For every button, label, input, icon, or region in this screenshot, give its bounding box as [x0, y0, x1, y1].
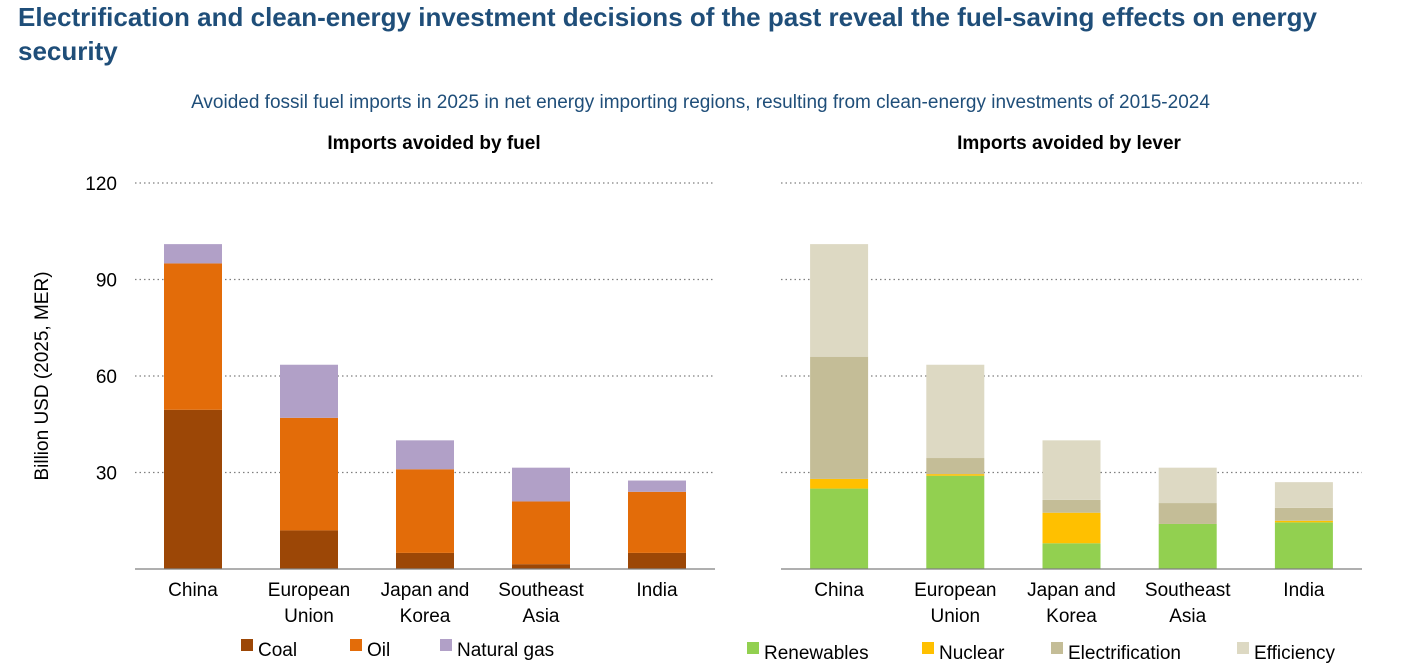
- x-tick-label-japan-and-korea-line2: Korea: [1046, 606, 1097, 627]
- legend-label-natural-gas: Natural gas: [457, 640, 554, 661]
- bar-nuclear-european-union: [926, 474, 985, 476]
- x-tick-label-china: China: [814, 580, 864, 601]
- bar-renewables-china: [810, 488, 869, 569]
- bar-efficiency-southeast-asia: [1158, 467, 1217, 504]
- x-tick-label-india: India: [636, 580, 678, 601]
- bar-renewables-european-union: [926, 475, 985, 569]
- bar-efficiency-india: [1274, 482, 1333, 508]
- chart-title: Electrification and clean-energy investm…: [18, 2, 1317, 66]
- bar-electrification-japan-and-korea: [1042, 499, 1101, 513]
- bar-nuclear-japan-and-korea: [1042, 512, 1101, 544]
- bar-efficiency-china: [810, 244, 869, 357]
- legend-swatch-efficiency: [1237, 642, 1249, 654]
- panel-title-imports-avoided-by-lever: Imports avoided by lever: [957, 133, 1181, 154]
- x-tick-label-india: India: [1283, 580, 1325, 601]
- chart-subtitle: Avoided fossil fuel imports in 2025 in n…: [191, 92, 1210, 113]
- y-tick-label-90: 90: [96, 271, 117, 292]
- legend-swatch-renewables: [747, 642, 759, 654]
- bar-renewables-southeast-asia: [1158, 523, 1217, 569]
- bar-electrification-india: [1274, 507, 1333, 521]
- bar-efficiency-european-union: [926, 364, 985, 459]
- bar-efficiency-japan-and-korea: [1042, 440, 1101, 500]
- bar-coal-japan-and-korea: [396, 552, 454, 569]
- x-tick-label-japan-and-korea-line1: Japan and: [381, 580, 470, 601]
- bar-electrification-european-union: [926, 458, 985, 475]
- y-tick-label-120: 120: [85, 174, 117, 195]
- x-tick-label-european-union-line2: Union: [930, 606, 980, 627]
- bar-coal-india: [628, 552, 686, 569]
- bar-oil-china: [164, 263, 222, 410]
- bar-electrification-southeast-asia: [1158, 503, 1217, 524]
- bar-nuclear-china: [810, 478, 869, 489]
- legend-label-coal: Coal: [258, 640, 297, 661]
- y-tick-label-30: 30: [96, 464, 117, 485]
- y-axis-title: Billion USD (2025, MER): [32, 271, 53, 480]
- legend-label-oil: Oil: [367, 640, 390, 661]
- legend-swatch-coal: [241, 639, 253, 651]
- x-tick-label-european-union-line1: European: [914, 580, 996, 601]
- bar-natural-gas-india: [628, 480, 686, 492]
- bar-oil-india: [628, 491, 686, 553]
- y-tick-label-60: 60: [96, 367, 117, 388]
- legend-label-electrification: Electrification: [1068, 643, 1181, 664]
- x-tick-label-southeast-asia-line2: Asia: [523, 606, 560, 627]
- bar-coal-southeast-asia: [512, 564, 570, 569]
- bar-oil-southeast-asia: [512, 501, 570, 565]
- bar-natural-gas-japan-and-korea: [396, 440, 454, 470]
- bar-coal-european-union: [280, 530, 338, 569]
- x-tick-label-southeast-asia-line1: Southeast: [1145, 580, 1231, 601]
- x-tick-label-european-union-line2: Union: [284, 606, 334, 627]
- legend-label-nuclear: Nuclear: [939, 643, 1005, 664]
- x-tick-label-southeast-asia-line2: Asia: [1169, 606, 1206, 627]
- x-tick-label-japan-and-korea-line1: Japan and: [1027, 580, 1116, 601]
- bar-renewables-japan-and-korea: [1042, 543, 1101, 569]
- legend-swatch-nuclear: [922, 642, 934, 654]
- bar-coal-china: [164, 409, 222, 569]
- legend-swatch-oil: [350, 639, 362, 651]
- bar-oil-japan-and-korea: [396, 469, 454, 553]
- legend-swatch-natural-gas: [440, 639, 452, 651]
- x-tick-label-japan-and-korea-line2: Korea: [400, 606, 451, 627]
- bar-oil-european-union: [280, 417, 338, 531]
- bar-renewables-india: [1274, 522, 1333, 569]
- bar-natural-gas-southeast-asia: [512, 467, 570, 502]
- panel-title-imports-avoided-by-fuel: Imports avoided by fuel: [327, 133, 540, 154]
- legend-swatch-electrification: [1051, 642, 1063, 654]
- x-tick-label-european-union-line1: European: [268, 580, 350, 601]
- legend-label-renewables: Renewables: [764, 643, 869, 664]
- bar-natural-gas-china: [164, 244, 222, 264]
- x-tick-label-china: China: [168, 580, 218, 601]
- legend-label-efficiency: Efficiency: [1254, 643, 1335, 664]
- x-tick-label-southeast-asia-line1: Southeast: [498, 580, 584, 601]
- bar-nuclear-india: [1274, 520, 1333, 523]
- bar-electrification-china: [810, 356, 869, 479]
- bar-natural-gas-european-union: [280, 364, 338, 418]
